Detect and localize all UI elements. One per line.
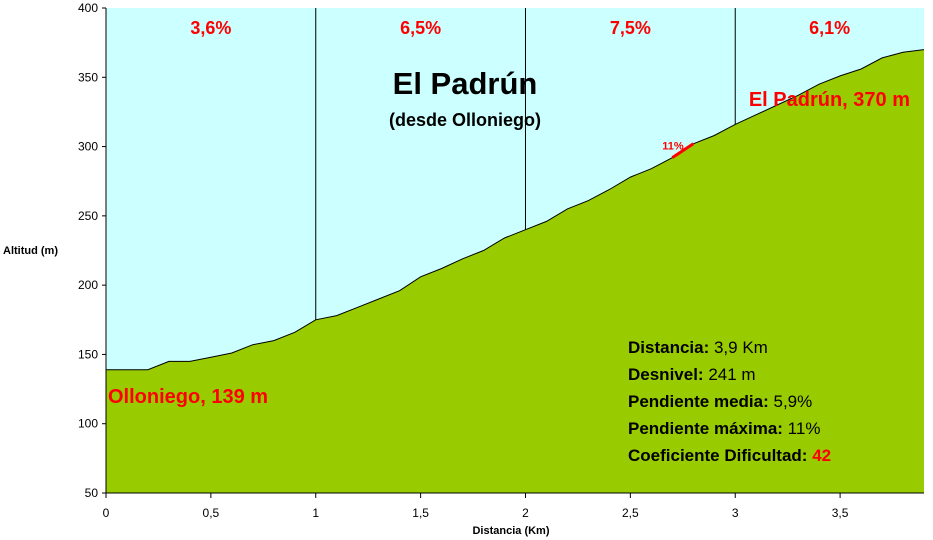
- x-tick-label: 3: [732, 506, 739, 520]
- max-grade-marker: 11%: [662, 141, 695, 159]
- axes: [105, 8, 924, 494]
- x-tick-label: 3,5: [832, 506, 849, 520]
- y-axis-label: Altitud (m): [3, 245, 58, 257]
- segment-label: 6,1%: [809, 18, 850, 38]
- start-annotation: Olloniego, 139 m: [108, 386, 268, 408]
- y-tick-label: 50: [85, 486, 99, 500]
- segment-grade-labels: 3,6% 6,5% 7,5% 6,1%: [190, 18, 850, 38]
- x-axis-ticks: 0 0,5 1 1,5 2 2,5 3 3,5: [103, 493, 849, 520]
- end-annotation: El Padrún, 370 m: [749, 89, 910, 111]
- segment-label: 6,5%: [400, 18, 441, 38]
- chart-title: El Padrún: [393, 66, 538, 101]
- stat-row: Desnivel: 241 m: [628, 365, 756, 384]
- y-axis-ticks: 50 100 150 200 250 300 350 400: [78, 1, 106, 500]
- stat-row: Coeficiente Dificultad: 42: [628, 446, 831, 465]
- y-tick-label: 400: [78, 1, 98, 15]
- y-tick-label: 200: [78, 278, 98, 292]
- max-grade-label: 11%: [662, 141, 684, 153]
- x-tick-label: 0: [103, 506, 110, 520]
- y-tick-label: 100: [78, 417, 98, 431]
- x-axis-label: Distancia (Km): [472, 525, 549, 537]
- segment-label: 3,6%: [190, 18, 231, 38]
- segment-divider-lines: [315, 8, 736, 320]
- stat-row: Distancia: 3,9 Km: [628, 338, 768, 357]
- y-tick-label: 250: [78, 209, 98, 223]
- x-tick-label: 2: [522, 506, 529, 520]
- x-tick-label: 0,5: [203, 506, 220, 520]
- profile-line: [106, 49, 925, 371]
- max-grade-line: [671, 142, 695, 159]
- x-tick-label: 2,5: [622, 506, 639, 520]
- terrain-fill: [106, 49, 924, 493]
- terrain-area: [106, 49, 925, 493]
- stat-row: Pendiente máxima: 11%: [628, 419, 820, 438]
- chart-subtitle: (desde Olloniego): [389, 110, 541, 130]
- y-tick-label: 350: [78, 70, 98, 84]
- y-tick-label: 300: [78, 140, 98, 154]
- stats-panel: Distancia: 3,9 Km Desnivel: 241 m Pendient…: [628, 338, 831, 465]
- y-tick-label: 150: [78, 347, 98, 361]
- x-tick-label: 1: [312, 506, 319, 520]
- stat-row: Pendiente media: 5,9%: [628, 392, 812, 411]
- x-tick-label: 1,5: [412, 506, 429, 520]
- segment-label: 7,5%: [610, 18, 651, 38]
